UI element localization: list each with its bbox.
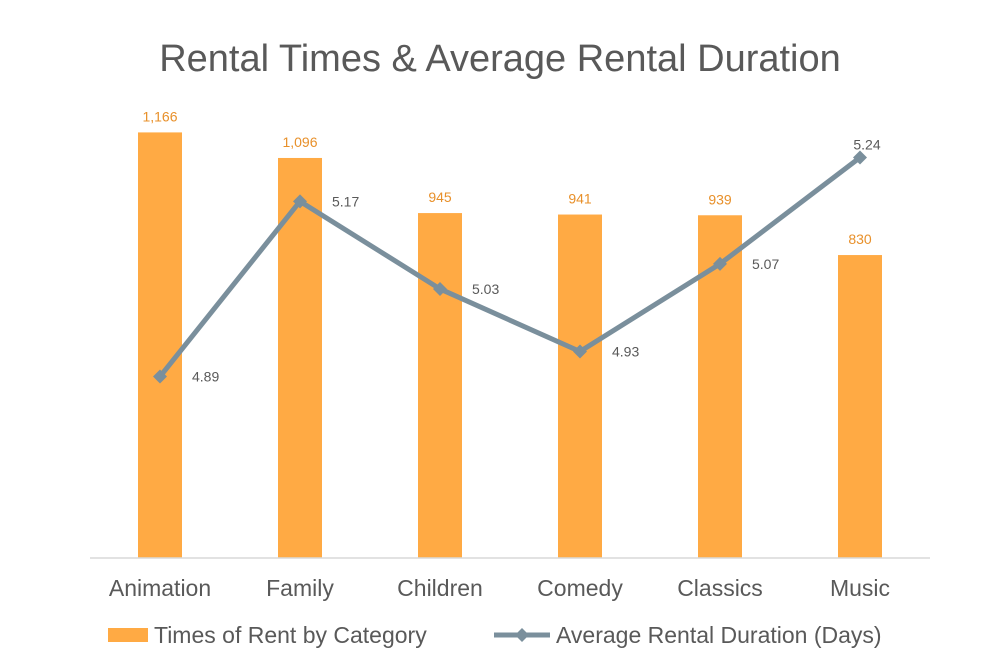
legend-swatch-bars <box>108 628 148 642</box>
line-series-path <box>158 155 862 379</box>
bar-value-label: 941 <box>568 191 592 207</box>
bar-animation <box>138 132 182 558</box>
legend-item-line: Average Rental Duration (Days) <box>492 618 882 652</box>
line-value-label: 5.03 <box>472 281 499 297</box>
x-tick-label: Children <box>397 575 483 601</box>
bar-music <box>838 255 882 559</box>
line-point-comedy <box>573 344 587 359</box>
legend-label-bars: Times of Rent by Category <box>154 621 427 648</box>
line-value-label: 5.24 <box>853 137 880 153</box>
bar-value-label: 1,096 <box>282 134 317 150</box>
bar-family <box>278 157 322 558</box>
line-point-children <box>433 281 447 296</box>
x-tick-label: Family <box>266 575 334 601</box>
line-value-label: 5.17 <box>332 193 359 209</box>
legend-swatch-line <box>494 628 550 642</box>
bar-value-label: 939 <box>708 191 732 207</box>
line-point-classics <box>713 256 727 271</box>
legend-item-bars: Times of Rent by Category <box>108 618 427 652</box>
legend-label-line: Average Rental Duration (Days) <box>556 621 882 648</box>
line-value-label: 4.89 <box>192 369 219 385</box>
bar-value-label: 945 <box>428 189 452 205</box>
chart-title: Rental Times & Average Rental Duration <box>159 38 841 80</box>
x-tick-label: Comedy <box>537 575 623 601</box>
line-point-family <box>293 194 307 209</box>
x-tick-label: Animation <box>109 575 211 601</box>
line-point-music <box>853 150 867 165</box>
line-value-label: 4.93 <box>612 344 639 360</box>
bar-comedy <box>558 214 602 558</box>
line-point-animation <box>153 369 167 384</box>
x-tick-label: Music <box>830 575 890 601</box>
bar-value-label: 830 <box>848 231 872 247</box>
chart-legend: Times of Rent by Category Average Rental… <box>0 618 1000 652</box>
bar-children <box>418 213 462 558</box>
x-tick-label: Classics <box>677 575 763 601</box>
line-value-label: 5.07 <box>752 256 779 272</box>
bar-value-label: 1,166 <box>142 108 177 124</box>
